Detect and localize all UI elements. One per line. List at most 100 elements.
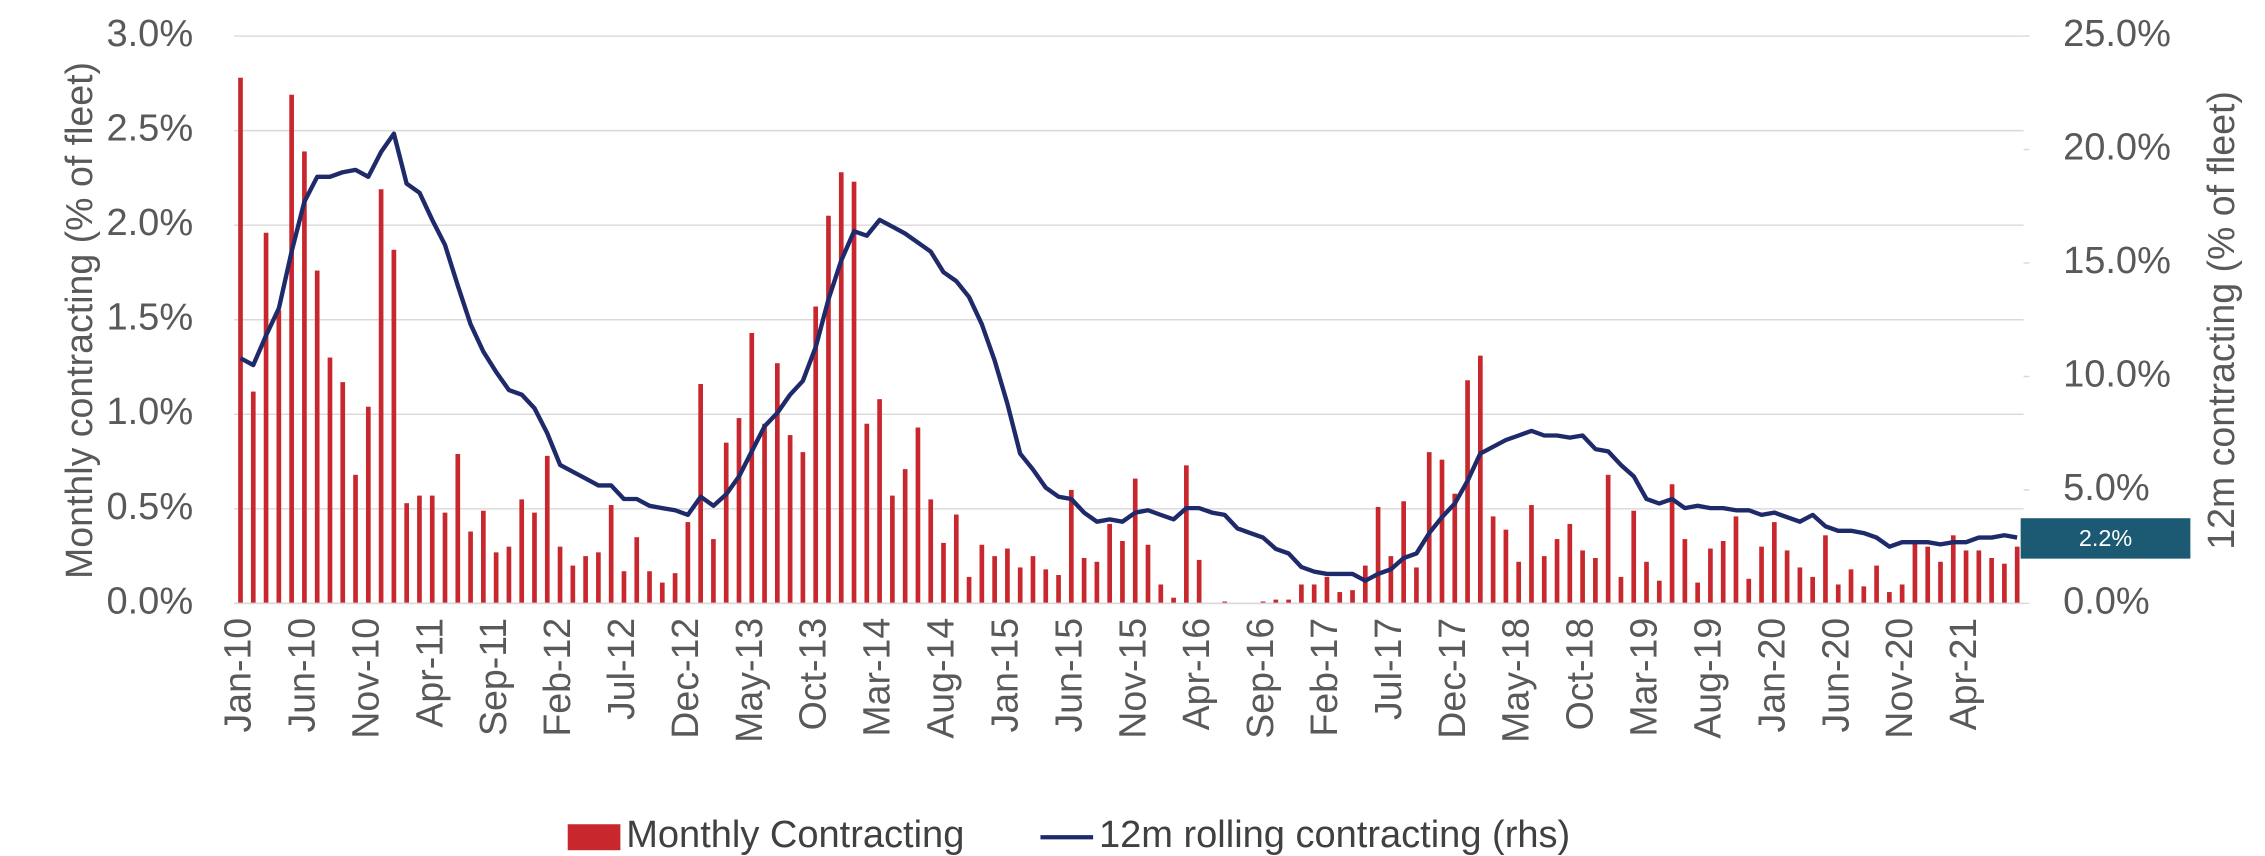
bar bbox=[1439, 459, 1445, 604]
bar bbox=[723, 442, 729, 604]
bar bbox=[532, 512, 537, 604]
bar bbox=[1976, 550, 1982, 604]
bar bbox=[762, 423, 767, 604]
x-tick-label: Aug-14 bbox=[920, 618, 962, 739]
x-tick-label: Jul-17 bbox=[1368, 618, 1410, 720]
bar bbox=[276, 310, 282, 604]
x-tick-label: Dec-17 bbox=[1432, 618, 1474, 739]
y2-tick-label: 10.0% bbox=[2063, 354, 2171, 396]
bar bbox=[787, 435, 793, 604]
bar bbox=[890, 495, 895, 604]
x-tick-label: Jan-20 bbox=[1751, 618, 1793, 733]
bar bbox=[851, 181, 857, 604]
bar bbox=[1593, 558, 1598, 604]
bar bbox=[1580, 550, 1585, 604]
bar bbox=[481, 510, 486, 604]
bar bbox=[1452, 493, 1458, 604]
bar bbox=[774, 363, 780, 604]
bar bbox=[519, 499, 525, 604]
x-tick-label: Apr-21 bbox=[1943, 618, 1985, 731]
legend-label: Monthly Contracting bbox=[626, 814, 964, 856]
bar bbox=[544, 455, 550, 604]
bar bbox=[1605, 474, 1611, 604]
y2-tick-label: 25.0% bbox=[2063, 13, 2171, 55]
bar bbox=[621, 571, 627, 604]
bar bbox=[1861, 586, 1867, 604]
y-tick-label: 2.5% bbox=[106, 108, 193, 150]
bar bbox=[915, 427, 921, 604]
bar bbox=[583, 556, 588, 604]
bar bbox=[672, 573, 678, 604]
bar bbox=[391, 249, 397, 604]
y2-axis-title: 12m contracting (% of fleet) bbox=[2201, 91, 2243, 550]
bar bbox=[1490, 516, 1496, 604]
bar bbox=[800, 452, 806, 604]
bar bbox=[1810, 576, 1816, 604]
bar bbox=[1107, 523, 1113, 604]
bar bbox=[1644, 561, 1649, 604]
bar bbox=[1516, 561, 1522, 604]
y-tick-label: 2.0% bbox=[106, 202, 193, 244]
bar bbox=[327, 357, 333, 604]
x-tick-label: Oct-18 bbox=[1559, 618, 1601, 731]
bar bbox=[1145, 544, 1151, 604]
annotation: 2.2% bbox=[2079, 525, 2132, 551]
bar bbox=[1759, 546, 1764, 604]
x-tick-label: Oct-13 bbox=[793, 618, 835, 731]
bar bbox=[711, 539, 716, 604]
y-axis-title: Monthly contracting (% of fleet) bbox=[59, 62, 101, 579]
x-tick-label: Jan-15 bbox=[984, 618, 1026, 733]
bar bbox=[1554, 539, 1560, 604]
bar bbox=[1337, 592, 1343, 604]
bar bbox=[1030, 556, 1036, 604]
bar bbox=[1273, 599, 1279, 604]
bar bbox=[442, 512, 448, 604]
legend-swatch bbox=[567, 824, 621, 851]
bar bbox=[1746, 578, 1752, 604]
bar bbox=[1260, 601, 1266, 604]
bar bbox=[1887, 592, 1892, 604]
bar bbox=[647, 571, 652, 604]
y-tick-label: 1.0% bbox=[106, 391, 193, 433]
bar bbox=[736, 418, 742, 604]
bar bbox=[1656, 580, 1662, 604]
x-tick-label: Nov-10 bbox=[345, 618, 387, 739]
bar bbox=[1835, 584, 1841, 604]
x-tick-label: Jul-12 bbox=[601, 618, 643, 720]
y-tick-label: 1.5% bbox=[106, 297, 193, 339]
bar bbox=[1286, 599, 1291, 604]
bar bbox=[634, 537, 640, 604]
bar bbox=[877, 399, 882, 604]
legend-label: 12m rolling contracting (rhs) bbox=[1099, 814, 1570, 856]
bar bbox=[813, 306, 819, 604]
x-tick-label: Jan-10 bbox=[217, 618, 259, 733]
bar bbox=[1043, 569, 1049, 604]
bar bbox=[1669, 484, 1675, 604]
bar bbox=[1478, 355, 1483, 604]
bar bbox=[979, 544, 985, 604]
bar bbox=[864, 423, 870, 604]
bar bbox=[1158, 584, 1164, 604]
bar bbox=[1094, 561, 1100, 604]
bar bbox=[1771, 522, 1777, 604]
bar bbox=[506, 546, 512, 604]
bar bbox=[749, 332, 755, 604]
y2-tick-label: 15.0% bbox=[2063, 240, 2171, 282]
bar bbox=[1567, 523, 1573, 604]
bar bbox=[608, 505, 614, 604]
bar bbox=[250, 391, 256, 604]
bar bbox=[1989, 558, 1994, 604]
y2-tick-label: 20.0% bbox=[2063, 127, 2171, 169]
x-tick-label: Nov-15 bbox=[1112, 618, 1154, 739]
bar bbox=[1529, 505, 1534, 604]
bar bbox=[238, 77, 243, 604]
x-tick-label: May-18 bbox=[1496, 618, 1538, 743]
bar bbox=[289, 94, 294, 604]
bar bbox=[263, 232, 269, 604]
x-tick-label: Feb-17 bbox=[1304, 618, 1346, 737]
y-tick-label: 3.0% bbox=[106, 13, 193, 55]
bar bbox=[314, 270, 320, 604]
bar bbox=[1695, 582, 1700, 604]
x-tick-label: Sep-16 bbox=[1240, 618, 1282, 739]
